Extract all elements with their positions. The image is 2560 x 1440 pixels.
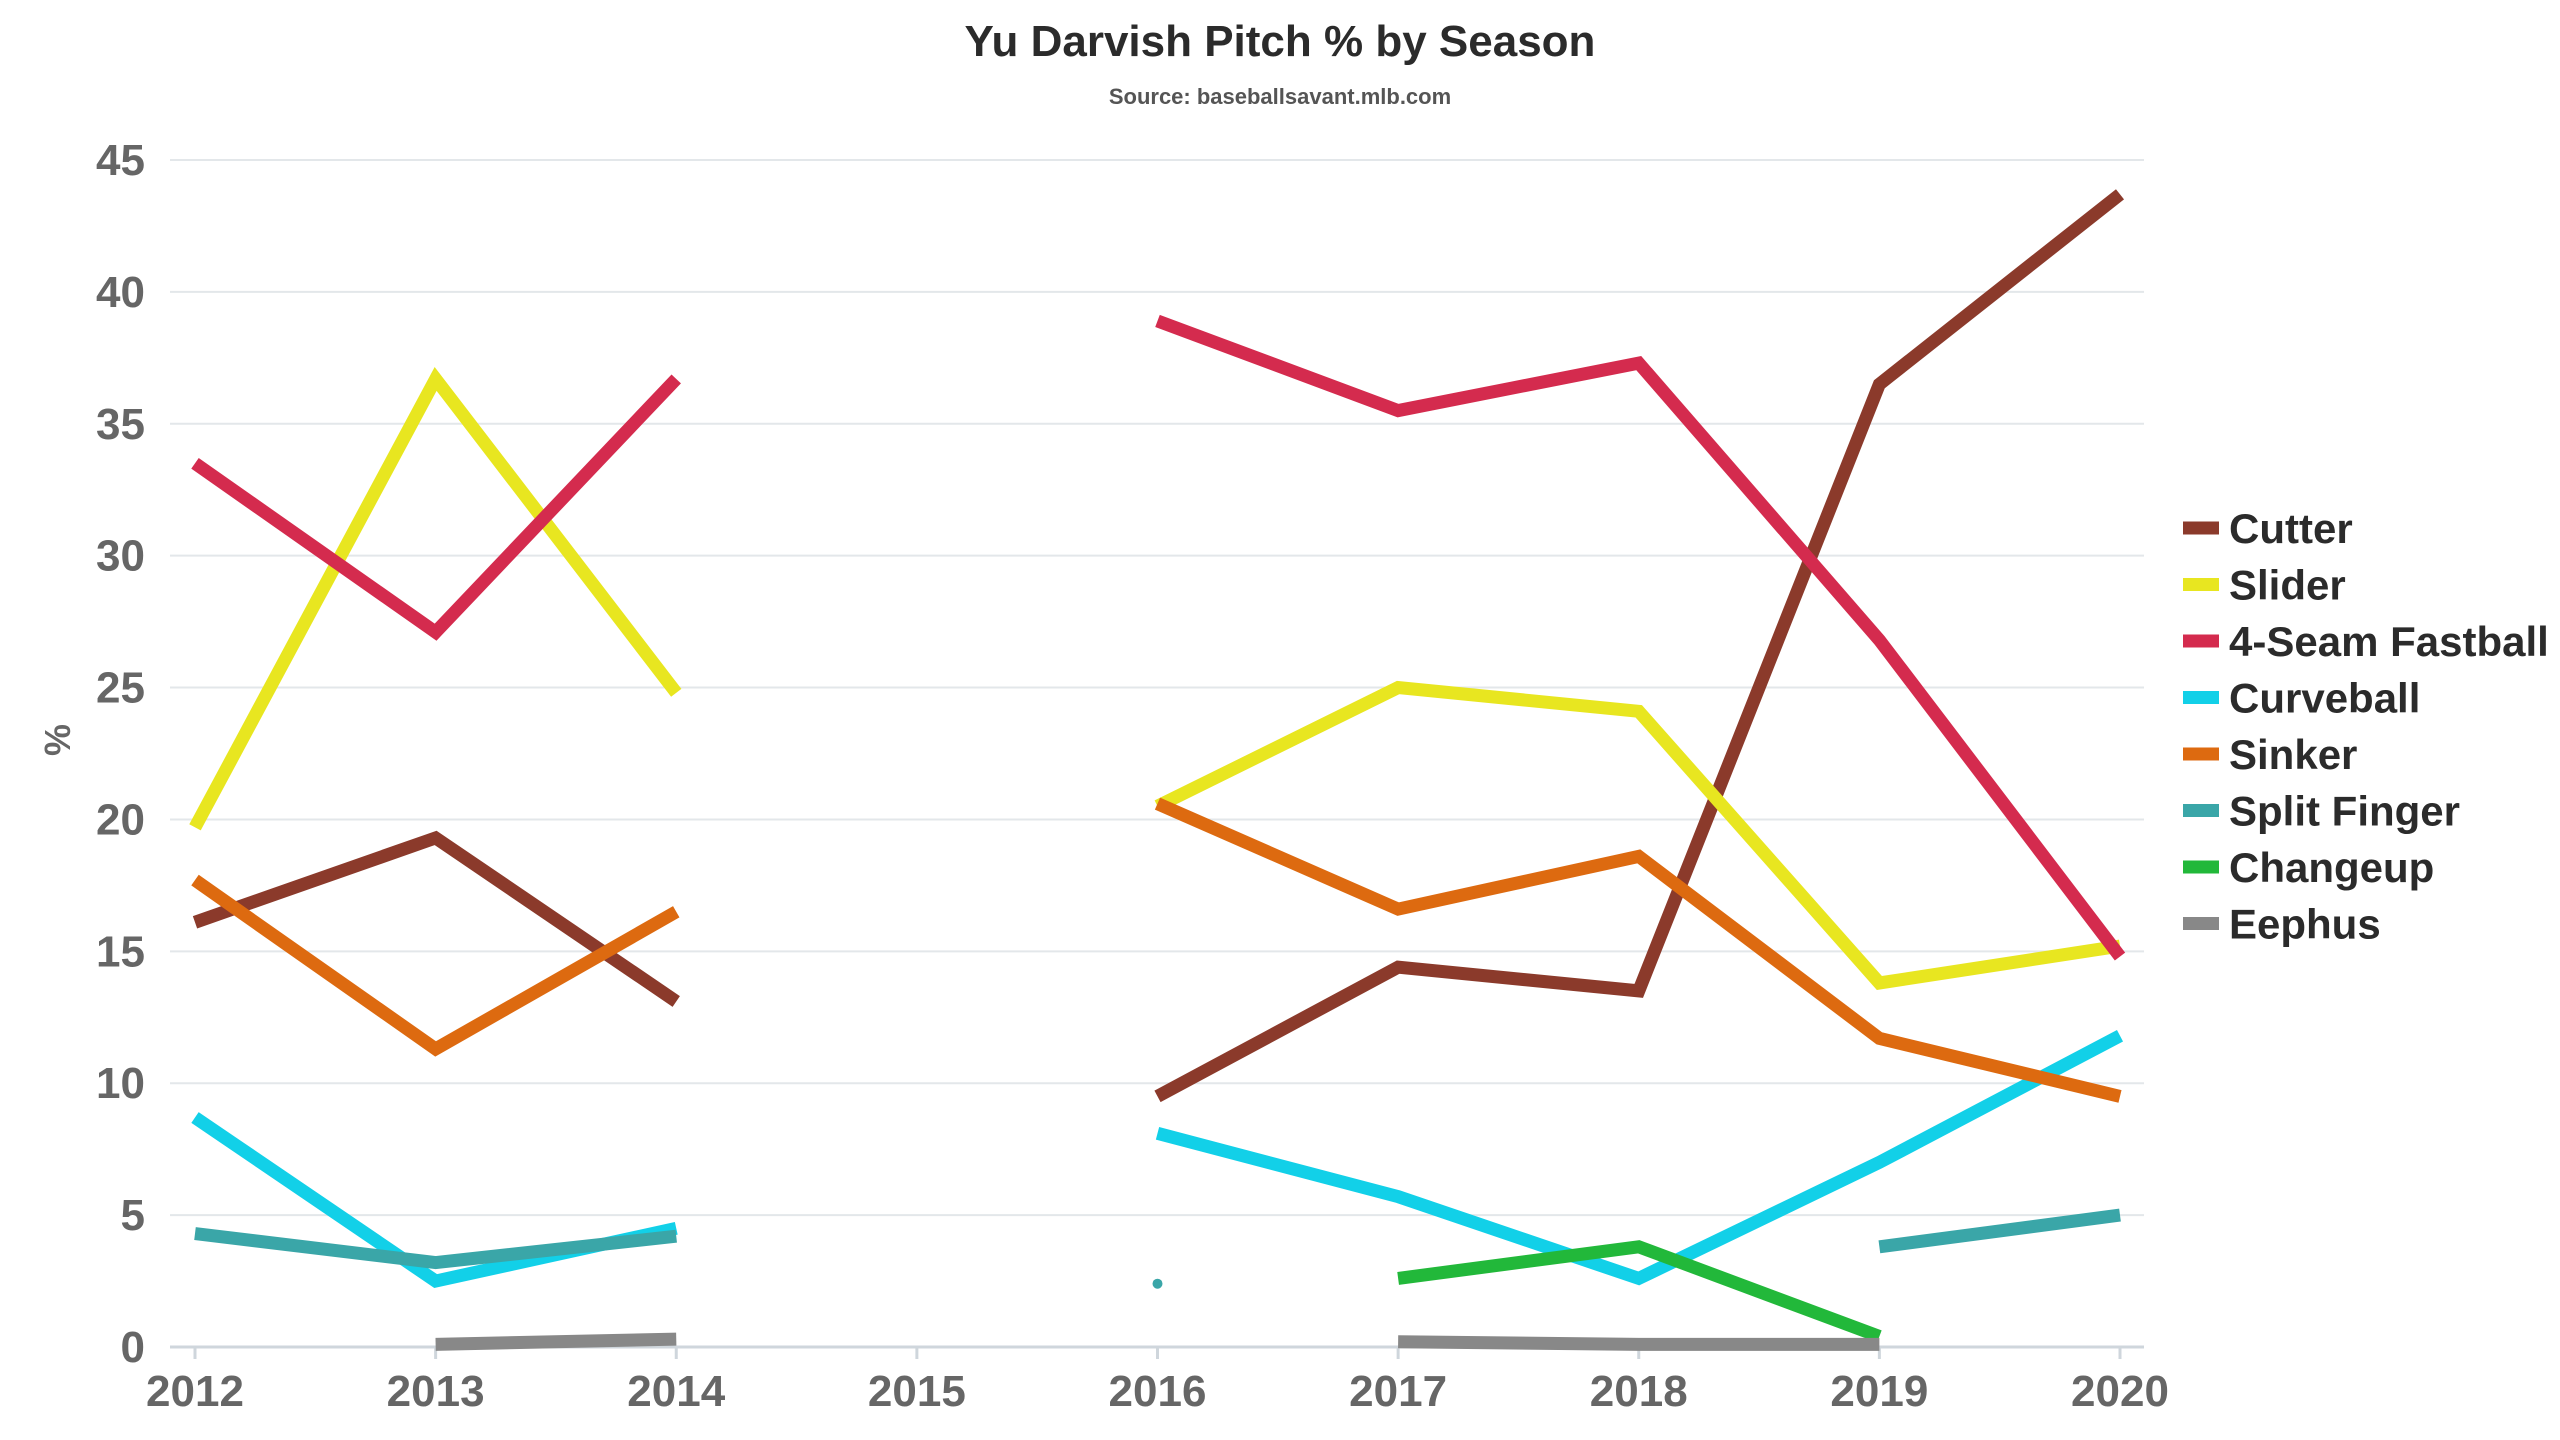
series-line-segment [189, 366, 682, 831]
y-axis-ticks: 0 5 10 15 20 25 30 35 40 45 [96, 136, 145, 1372]
y-tick-label: 25 [96, 664, 145, 713]
legend-item: Slider [2183, 562, 2346, 609]
legend-label: Eephus [2229, 901, 2381, 948]
series-changeup [1397, 1240, 1882, 1343]
series-cutter [192, 189, 2125, 1103]
y-tick-label: 35 [96, 400, 145, 449]
series-sinker [191, 797, 2122, 1103]
legend-item: Cutter [2183, 505, 2353, 552]
series-split-finger [194, 1208, 2121, 1289]
series-line-segment [1154, 797, 2122, 1103]
series-line-segment [194, 1227, 677, 1270]
series-line-segment [191, 874, 680, 1057]
legend-label: Split Finger [2229, 788, 2460, 835]
series-point [1152, 1278, 1163, 1289]
x-tick-label: 2017 [1349, 1367, 1447, 1416]
series-line-segment [435, 1332, 677, 1351]
legend: Cutter Slider 4-Seam Fastball Curveball Sink… [2183, 505, 2549, 948]
series-line-segment [1397, 1240, 1882, 1343]
series-line-segment [1155, 314, 2126, 961]
legend-label: Changeup [2229, 844, 2434, 891]
series-line-segment [1878, 1208, 2121, 1254]
series-eephus [435, 1332, 1880, 1351]
y-tick-label: 0 [121, 1323, 145, 1372]
series-line-segment [191, 374, 681, 641]
legend-item: Eephus [2183, 901, 2381, 948]
legend-label: 4-Seam Fastball [2229, 618, 2549, 665]
x-tick-label: 2014 [627, 1367, 725, 1416]
chart-title: Yu Darvish Pitch % by Season [965, 17, 1596, 66]
x-axis-ticks: 2012 2013 2014 2015 2016 2017 2018 2019 2020 [146, 1347, 2169, 1416]
x-tick-label: 2019 [1830, 1367, 1928, 1416]
x-tick-label: 2013 [387, 1367, 485, 1416]
legend-label: Curveball [2229, 675, 2420, 722]
series-4-seam-fastball [191, 314, 2126, 961]
gridlines [170, 159, 2144, 1217]
x-tick-label: 2012 [146, 1367, 244, 1416]
chart-subtitle: Source: baseballsavant.mlb.com [1109, 84, 1451, 109]
legend-label: Slider [2229, 562, 2346, 609]
legend-label: Cutter [2229, 505, 2353, 552]
legend-label: Sinker [2229, 731, 2357, 778]
y-tick-label: 30 [96, 532, 145, 581]
x-tick-label: 2018 [1590, 1367, 1688, 1416]
y-axis-label: % [37, 724, 78, 756]
series-lines [189, 189, 2126, 1351]
y-tick-label: 10 [96, 1059, 145, 1108]
y-tick-label: 20 [96, 795, 145, 844]
legend-item: Split Finger [2183, 788, 2460, 835]
legend-item: Curveball [2183, 675, 2420, 722]
series-line-segment [1154, 189, 2125, 1103]
series-line-segment [192, 830, 680, 1007]
legend-item: Changeup [2183, 844, 2434, 891]
x-tick-label: 2020 [2071, 1367, 2169, 1416]
x-tick-label: 2015 [868, 1367, 966, 1416]
legend-item: Sinker [2183, 731, 2357, 778]
series-line-segment [1155, 1029, 2124, 1286]
series-line-segment [1154, 680, 2121, 990]
y-tick-label: 40 [96, 268, 145, 317]
series-slider [189, 366, 2121, 990]
y-tick-label: 45 [96, 136, 145, 185]
series-curveball [191, 1029, 2124, 1289]
y-tick-label: 15 [96, 927, 145, 976]
series-line-segment [1398, 1335, 1880, 1351]
x-tick-label: 2016 [1109, 1367, 1207, 1416]
legend-item: 4-Seam Fastball [2183, 618, 2549, 665]
y-tick-label: 5 [121, 1191, 145, 1240]
